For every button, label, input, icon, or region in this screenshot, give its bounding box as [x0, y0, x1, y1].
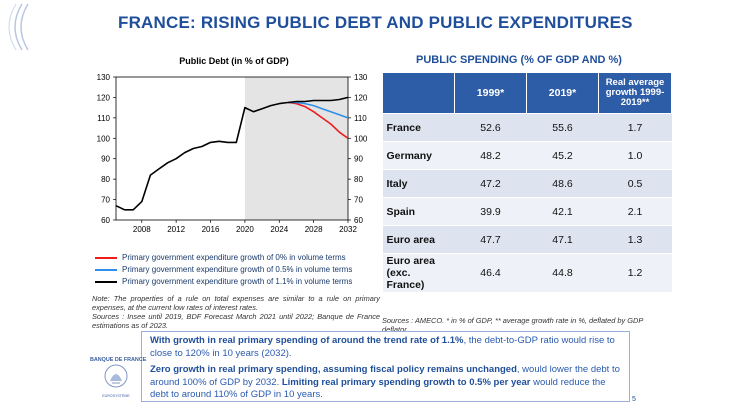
chart-legend: Primary government expenditure growth of… [95, 252, 352, 288]
series-line-1 [287, 101, 349, 139]
x-tick-label: 2012 [167, 225, 185, 234]
y-tick-label-right: 110 [354, 114, 367, 123]
finding-1-text: , the debt-to-GDP ratio would rise to cl… [150, 335, 615, 359]
header-2019: 2019* [526, 72, 599, 114]
legend-label: Primary government expenditure growth of… [122, 277, 353, 286]
x-tick-label: 2008 [133, 225, 151, 234]
y-tick-label-left: 130 [97, 73, 111, 82]
key-findings-box: With growth in real primary spending of … [141, 331, 630, 402]
table-row: Euro area (exc. France) 46.4 44.8 1.2 [382, 253, 672, 293]
row-2019: 48.6 [526, 169, 599, 198]
row-1999: 46.4 [454, 253, 527, 293]
row-2019: 55.6 [526, 113, 599, 142]
y-tick-label-right: 120 [354, 93, 368, 102]
spending-table-title: PUBLIC SPENDING (% OF GDP AND %) [416, 54, 622, 66]
row-country: Spain [382, 197, 455, 226]
row-growth: 1.2 [598, 253, 672, 293]
y-tick-label-right: 60 [354, 216, 363, 225]
chart-title: Public Debt (in % of GDP) [179, 56, 289, 66]
finding-2-bold: Zero growth in real primary spending, as… [150, 364, 517, 375]
row-country: Euro area (exc. France) [382, 253, 455, 293]
x-tick-label: 2028 [305, 225, 323, 234]
note-sources: Sources : Insee until 2019, BDF Forecast… [92, 312, 380, 330]
x-tick-label: 2016 [202, 225, 220, 234]
y-tick-label-right: 130 [354, 73, 368, 82]
y-tick-label-right: 70 [354, 196, 363, 205]
x-tick-label: 2020 [236, 225, 254, 234]
series-line-2 [287, 101, 349, 119]
legend-swatch [95, 269, 117, 271]
row-2019: 45.2 [526, 141, 599, 170]
note-text: Note: The properties of a rule on total … [92, 294, 380, 312]
slide-title: FRANCE: RISING PUBLIC DEBT AND PUBLIC EX… [118, 13, 633, 32]
y-tick-label-left: 60 [101, 216, 110, 225]
chart-note: Note: The properties of a rule on total … [92, 294, 380, 330]
row-growth: 2.1 [598, 197, 672, 226]
finding-2-rest: would reduce the debt to around 110% of … [150, 376, 606, 401]
y-tick-label-left: 70 [101, 196, 110, 205]
y-tick-label-right: 90 [354, 155, 363, 164]
logo-name: BANQUE DE FRANCE [90, 357, 147, 363]
logo-subtitle: EUROSYSTÈME [102, 394, 130, 398]
header-blank [382, 72, 455, 114]
y-tick-label-left: 120 [97, 93, 111, 102]
row-2019: 47.1 [526, 225, 599, 254]
row-1999: 48.2 [454, 141, 527, 170]
row-country: Germany [382, 141, 455, 170]
legend-label: Primary government expenditure growth of… [122, 265, 353, 274]
legend-item: Primary government expenditure growth of… [95, 276, 352, 288]
spending-sources: Sources : AMECO. * in % of GDP, ** avera… [382, 316, 643, 334]
public-debt-chart: Public Debt (in % of GDP) 60 60 70 70 80 80 90… [97, 56, 368, 234]
decorative-brackets [8, 3, 29, 51]
banque-de-france-logo: BANQUE DE FRANCE EUROSYSTÈME [90, 357, 147, 403]
table-row: Italy 47.2 48.6 0.5 [382, 169, 672, 198]
finding-1-bold: With growth in real primary spending of … [150, 335, 464, 346]
y-tick-label-left: 100 [97, 134, 111, 143]
row-1999: 39.9 [454, 197, 527, 226]
header-growth: Real average growth 1999-2019** [598, 72, 672, 114]
row-1999: 52.6 [454, 113, 527, 142]
y-tick-label-right: 100 [354, 134, 368, 143]
y-tick-label-right: 80 [354, 175, 363, 184]
finding-2-bold2: Limiting real primary spending growth to… [281, 376, 531, 388]
legend-item: Primary government expenditure growth of… [95, 252, 352, 264]
page-number: 5 [632, 396, 636, 403]
row-country: France [382, 113, 455, 142]
row-growth: 1.0 [598, 141, 672, 170]
table-row: Spain 39.9 42.1 2.1 [382, 197, 672, 226]
table-row: Germany 48.2 45.2 1.0 [382, 141, 672, 170]
header-1999: 1999* [454, 72, 527, 114]
row-1999: 47.2 [454, 169, 527, 198]
y-tick-label-left: 90 [101, 155, 110, 164]
finding-1: With growth in real primary spending of … [150, 335, 621, 360]
finding-2: Zero growth in real primary spending, as… [150, 364, 621, 402]
y-tick-label-left: 80 [101, 175, 110, 184]
series-line-0 [115, 101, 289, 211]
x-tick-label: 2032 [339, 225, 357, 234]
table-row: Euro area 47.7 47.1 1.3 [382, 225, 672, 254]
row-country: Italy [382, 169, 455, 198]
forecast-shading [244, 77, 348, 220]
public-spending-table: 1999* 2019* Real average growth 1999-201… [382, 72, 672, 293]
marianne-emblem-icon [104, 364, 128, 388]
row-2019: 42.1 [526, 197, 599, 226]
legend-swatch [95, 257, 117, 259]
table-header-row: 1999* 2019* Real average growth 1999-201… [382, 72, 672, 114]
row-growth: 0.5 [598, 169, 672, 198]
plot-frame [115, 76, 349, 221]
finding-2-text: , would lower the debt to around 100% of… [150, 364, 620, 388]
y-tick-label-left: 110 [97, 114, 110, 123]
series-line-3 [287, 96, 349, 104]
row-growth: 1.7 [598, 113, 672, 142]
x-tick-label: 2024 [270, 225, 288, 234]
row-1999: 47.7 [454, 225, 527, 254]
legend-swatch [95, 281, 117, 283]
row-country: Euro area [382, 225, 455, 254]
table-row: France 52.6 55.6 1.7 [382, 113, 672, 142]
row-2019: 44.8 [526, 253, 599, 293]
legend-item: Primary government expenditure growth of… [95, 264, 352, 276]
legend-label: Primary government expenditure growth of… [122, 253, 346, 262]
row-growth: 1.3 [598, 225, 672, 254]
